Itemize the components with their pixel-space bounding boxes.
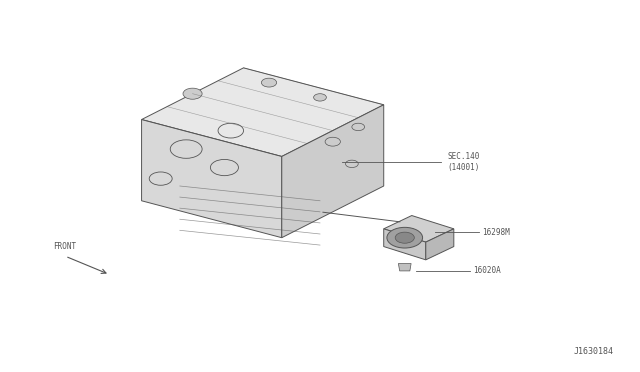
- Circle shape: [395, 232, 414, 243]
- Text: 16298M: 16298M: [483, 228, 510, 237]
- Text: FRONT: FRONT: [54, 241, 77, 251]
- Polygon shape: [384, 215, 454, 242]
- Text: J1630184: J1630184: [573, 347, 613, 356]
- Polygon shape: [398, 263, 411, 271]
- Circle shape: [387, 227, 422, 248]
- Circle shape: [183, 88, 202, 99]
- Text: 16020A: 16020A: [473, 266, 500, 275]
- Polygon shape: [282, 105, 384, 238]
- Circle shape: [314, 94, 326, 101]
- Polygon shape: [384, 229, 426, 260]
- Text: SEC.140
(14001): SEC.140 (14001): [447, 152, 480, 172]
- Polygon shape: [141, 68, 384, 157]
- Circle shape: [261, 78, 276, 87]
- Polygon shape: [426, 229, 454, 260]
- Polygon shape: [141, 119, 282, 238]
